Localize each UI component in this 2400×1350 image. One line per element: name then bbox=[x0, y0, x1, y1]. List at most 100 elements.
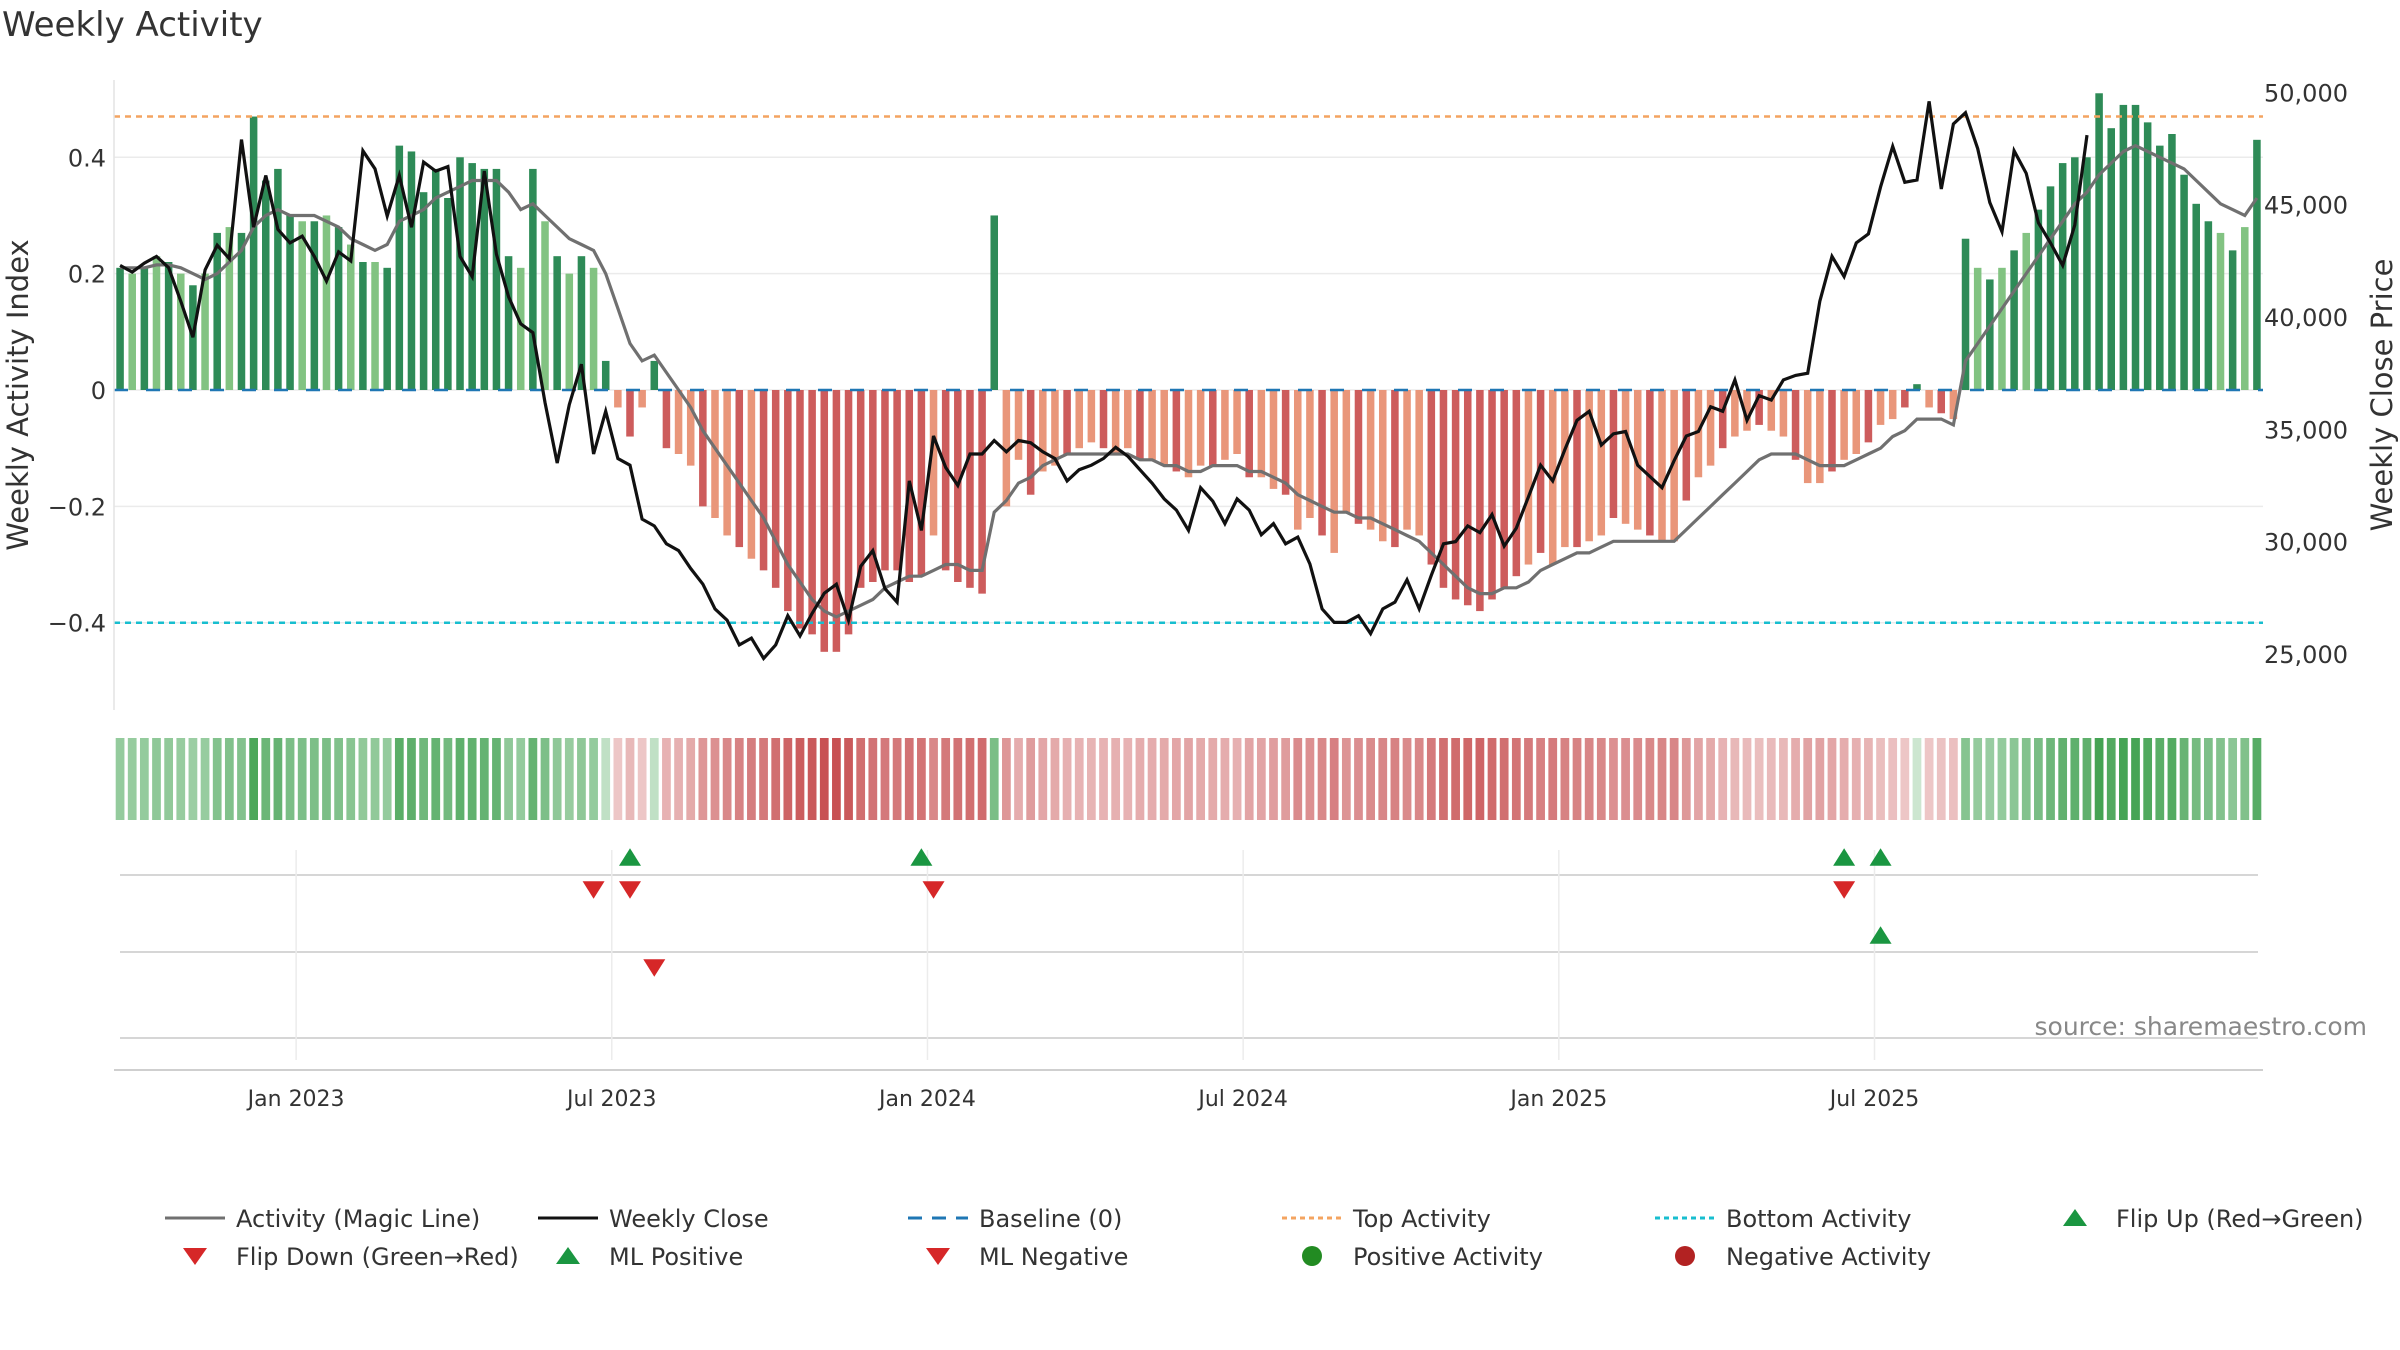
activity-bar bbox=[1391, 390, 1399, 548]
activity-bar bbox=[2156, 145, 2164, 390]
activity-bar bbox=[1354, 390, 1363, 524]
activity-bar bbox=[626, 390, 634, 437]
activity-bar bbox=[1913, 384, 1921, 390]
heat-strip-cell bbox=[844, 738, 853, 820]
heat-strip-cell bbox=[1026, 738, 1036, 820]
heat-strip-cell bbox=[601, 738, 611, 820]
heat-strip-cell bbox=[492, 738, 501, 820]
activity-bar bbox=[492, 168, 501, 390]
activity-bar bbox=[577, 256, 586, 390]
legend-dot-icon bbox=[1675, 1246, 1695, 1266]
heat-strip-cell bbox=[1851, 738, 1861, 820]
heat-strip-cell bbox=[1596, 738, 1606, 820]
activity-bar bbox=[431, 168, 440, 390]
activity-bar bbox=[1111, 390, 1120, 454]
activity-bar bbox=[1318, 390, 1326, 536]
activity-bar bbox=[2180, 174, 2188, 390]
heat-strip-cell bbox=[1256, 738, 1266, 820]
activity-bar bbox=[1682, 390, 1691, 501]
activity-bar bbox=[856, 390, 865, 588]
heat-strip-cell bbox=[1244, 738, 1254, 820]
activity-bar bbox=[444, 198, 452, 390]
activity-bar bbox=[747, 390, 756, 559]
heat-strip-cell bbox=[1184, 738, 1193, 820]
heat-strip-cell bbox=[443, 738, 453, 820]
activity-bar bbox=[1148, 390, 1156, 460]
activity-bar bbox=[1196, 390, 1205, 466]
activity-bar bbox=[565, 273, 574, 390]
activity-bar bbox=[796, 390, 804, 629]
heat-strip-cell bbox=[1924, 738, 1934, 820]
heat-strip-cell bbox=[625, 738, 635, 820]
heat-strip-cell bbox=[419, 738, 428, 820]
heat-strip-cell bbox=[747, 738, 756, 820]
activity-bar bbox=[1694, 390, 1703, 478]
heat-strip-cell bbox=[1912, 738, 1922, 820]
activity-bar bbox=[2083, 157, 2091, 390]
activity-bar bbox=[529, 168, 537, 390]
activity-bar bbox=[784, 390, 792, 612]
heat-strip-cell bbox=[1208, 738, 1218, 820]
activity-bar bbox=[1888, 390, 1897, 420]
y-tick-label: −0.4 bbox=[48, 610, 106, 638]
flip-down-marker bbox=[619, 881, 642, 899]
activity-bar bbox=[869, 390, 877, 582]
activity-bar bbox=[225, 227, 234, 390]
activity-bar bbox=[213, 232, 221, 390]
activity-bar bbox=[1039, 390, 1047, 472]
heat-strip-cell bbox=[722, 738, 732, 820]
legend-label: ML Negative bbox=[979, 1243, 1128, 1271]
activity-bar bbox=[2034, 209, 2043, 390]
activity-bar bbox=[2216, 232, 2225, 390]
heat-strip-cell bbox=[734, 738, 744, 820]
legend-label: Positive Activity bbox=[1353, 1243, 1543, 1271]
activity-bar bbox=[2010, 250, 2018, 390]
heat-strip-cell bbox=[941, 738, 951, 820]
heat-strip-cell bbox=[1973, 738, 1983, 820]
activity-bar bbox=[1524, 390, 1533, 565]
activity-bar bbox=[1597, 390, 1606, 536]
heat-strip-cell bbox=[1560, 738, 1570, 820]
activity-bar bbox=[1901, 390, 1909, 408]
heat-strip-cell bbox=[1815, 738, 1825, 820]
x-tick-label: Jul 2024 bbox=[1196, 1087, 1288, 1112]
activity-bar bbox=[1051, 390, 1059, 466]
heat-strip-cell bbox=[1633, 738, 1643, 820]
heat-strip-cell bbox=[212, 738, 222, 820]
activity-bar bbox=[346, 244, 355, 390]
heat-strip-cell bbox=[807, 738, 817, 820]
heat-strip-cell bbox=[1949, 738, 1958, 820]
flip-down-marker bbox=[582, 881, 605, 899]
activity-bar bbox=[359, 262, 367, 390]
activity-bar bbox=[177, 273, 185, 390]
activity-bar bbox=[650, 360, 659, 390]
heat-strip-cell bbox=[1475, 738, 1485, 820]
heat-strip-cell bbox=[2179, 738, 2189, 820]
legend-label: Flip Down (Green→Red) bbox=[236, 1243, 519, 1271]
activity-bar bbox=[978, 390, 986, 594]
activity-bar bbox=[1403, 390, 1411, 530]
activity-bar bbox=[201, 273, 209, 390]
heat-strip-cell bbox=[649, 738, 659, 820]
heat-strip-cell bbox=[1669, 738, 1679, 820]
activity-bar bbox=[1791, 390, 1800, 460]
heat-strip-cell bbox=[1536, 738, 1545, 820]
activity-bar bbox=[1585, 390, 1593, 542]
heat-strip-cell bbox=[249, 738, 258, 820]
activity-bar bbox=[1366, 390, 1375, 530]
heat-strip-cell bbox=[2167, 738, 2177, 820]
flip-up-marker bbox=[619, 848, 642, 866]
activity-bar bbox=[759, 390, 768, 571]
heat-strip-cell bbox=[698, 738, 708, 820]
heat-strip-cell bbox=[1730, 738, 1740, 820]
activity-bar bbox=[832, 390, 841, 652]
legend-label: Weekly Close bbox=[609, 1205, 769, 1233]
y2-tick-label: 40,000 bbox=[2264, 304, 2348, 332]
flip-down-marker bbox=[1833, 881, 1856, 899]
heat-strip-cell bbox=[880, 738, 890, 820]
activity-heat-strip bbox=[115, 738, 2262, 820]
activity-bar bbox=[1378, 390, 1387, 542]
heat-strip-cell bbox=[407, 738, 416, 820]
heat-strip-cell bbox=[1524, 738, 1533, 820]
activity-bar bbox=[1160, 390, 1168, 466]
